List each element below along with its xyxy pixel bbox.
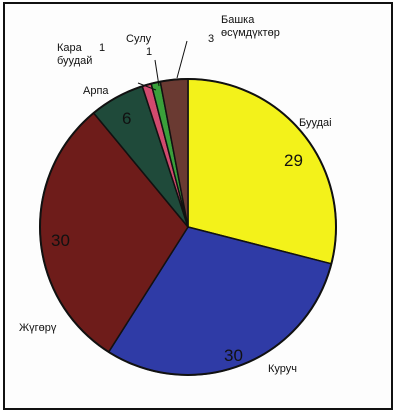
label-jugoru: Жүгөрү: [19, 322, 57, 334]
value-buudai: 29: [284, 151, 303, 170]
label-bashka-value: 3: [208, 33, 214, 45]
label-kara-line1: Кара: [57, 42, 83, 54]
label-kara-value: 1: [99, 42, 105, 54]
label-sulu: Сулу: [126, 33, 152, 45]
label-arpa: Арпа: [83, 85, 109, 97]
value-kuruch: 30: [224, 346, 243, 365]
leader-lines: [137, 40, 188, 91]
pie-chart-figure: Буудai Куруч Жүгөрү Арпа Кара буудай 1 С…: [3, 2, 393, 410]
value-jugoru: 30: [51, 231, 70, 250]
label-bashka-line1: Башка: [221, 14, 255, 26]
leader-bashka: [176, 40, 188, 79]
leader-sulu: [154, 59, 160, 87]
pie-slices: [39, 78, 337, 376]
label-buudai: Буудai: [299, 117, 332, 129]
pie-outline: [39, 78, 337, 376]
leader-kara: [137, 82, 157, 91]
label-kuruch: Куруч: [268, 363, 297, 375]
pie-chart: Буудai Куруч Жүгөрү Арпа Кара буудай 1 С…: [19, 14, 337, 376]
label-sulu-value: 1: [146, 46, 152, 58]
label-kara-line2: буудай: [57, 55, 92, 67]
label-bashka-line2: өсүмдүктөр: [221, 27, 280, 39]
value-arpa: 6: [122, 109, 131, 128]
